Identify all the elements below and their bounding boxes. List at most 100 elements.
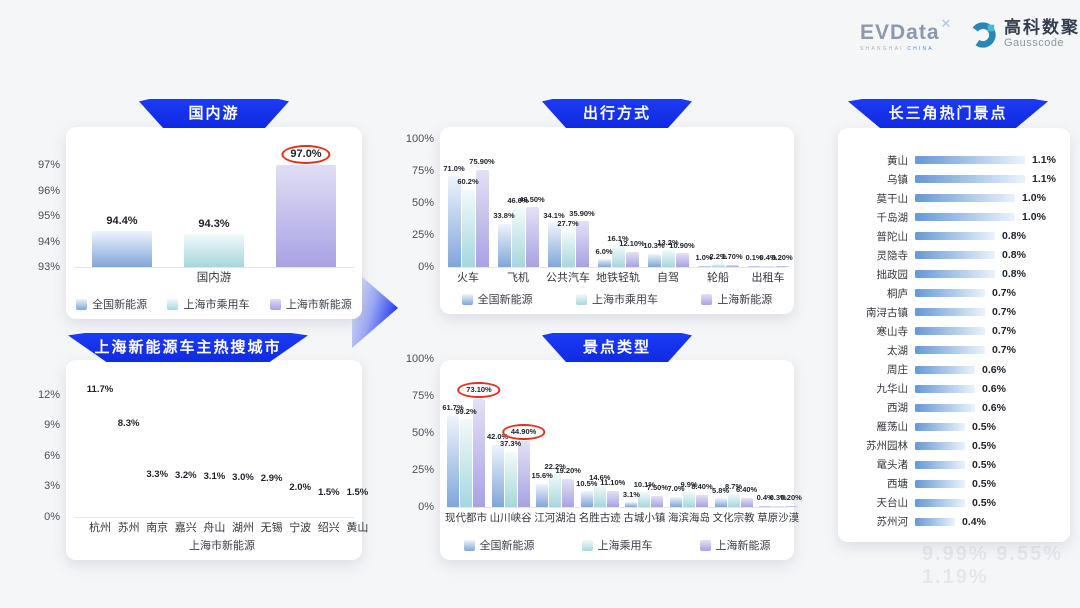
bar [915,517,955,526]
value-label: 10.3% [643,241,665,251]
list-item: 西塘 0.5% [846,478,1064,491]
y-axis-tick: 93% [37,261,60,273]
value-label: 0.7% [992,325,1016,338]
bar [460,419,472,507]
value-label: 0.7% [992,287,1016,300]
value-label: 0.8% [1002,268,1026,281]
value-label: 13.2% [657,237,679,247]
bar [491,444,504,507]
value-label: 73.10% [457,382,501,398]
list-item: 千岛湖 1.0% [846,211,1064,224]
value-label: 1.0% [1022,211,1046,224]
value-label: 97.0% [281,145,331,164]
bar [651,495,664,507]
chart-title: 景点类型 [582,339,651,356]
bar [447,176,461,267]
value-label: 0.20% [771,253,793,262]
attraction-name: 普陀山 [876,230,909,243]
list-item: 苏州河 0.4% [846,516,1064,529]
attraction-name: 雁荡山 [876,421,909,434]
evdata-logo: EVData ✕ SHANGHAI CHINA [860,16,951,52]
bar [725,264,739,267]
legend: 全国新能源 上海市乘用车 上海新能源 [440,291,794,307]
value-label: 7.0% [667,484,685,494]
value-label: 15.6% [531,471,553,481]
category-label: 文化宗教 [712,512,755,524]
bar [511,208,525,267]
bar [504,451,517,507]
bar [915,365,975,374]
category-label: 杭州 [89,522,111,534]
evdata-subtitle: SHANGHAI CHINA [860,46,934,52]
value-label: 37.3% [499,439,522,449]
value-label: 22.2% [544,461,566,471]
bar [561,231,575,267]
legend-item: 全国新能源 [463,537,535,553]
x-axis-labels: 国内游 [66,127,362,319]
attraction-name: 九华山 [876,383,909,396]
value-label: 6.0% [595,246,613,256]
y-axis-tick: 75% [411,165,434,177]
plot-area: 61.7% 59.2% 73.10% 42.0% 37.3% 44.90% 15.6% 22.… [440,360,802,560]
legend-marker-icon [167,298,179,310]
bar [785,505,798,507]
category-label: 黄山 [346,522,369,534]
value-label: 3.2% [174,469,197,481]
value-label: 7.50% [646,483,669,493]
value-label: 0.5% [972,496,996,509]
y-axis-tick: 25% [411,229,434,241]
bar [670,496,682,507]
category-label: 绍兴 [317,522,340,534]
category-label: 现代都市 [445,512,487,524]
category-label: 舟山 [203,522,226,534]
bar [772,505,785,507]
value-label: 11.7% [86,383,114,395]
legend-marker-icon [269,298,281,310]
legend-item: 上海市乘用车 [167,296,249,312]
bar [597,259,611,267]
category-label: 名胜古迹 [578,512,621,524]
value-label: 9.9% [680,479,698,489]
bar [497,223,511,267]
value-label: 0.1% [745,253,763,262]
value-label: 1.5% [317,487,340,499]
x-axis-line [448,267,786,268]
y-axis-tick: 96% [37,184,60,197]
list-item: 灵隐寺 0.8% [846,249,1064,262]
value-label: 2.9% [260,473,283,484]
bar [915,213,1015,222]
category-label: 轮船 [707,272,729,284]
bar [580,491,593,507]
watermark-text: 9.99% 9.55% 1.19% [922,543,1063,588]
value-label: 1.1% [1032,154,1056,166]
bar [517,440,530,507]
attraction-name: 南浔古镇 [866,306,908,319]
bar [915,175,1025,184]
category-label: 嘉兴 [174,522,197,534]
legend: 全国新能源 上海乘用车 上海新能源 [440,537,794,553]
y-axis-tick: 97% [37,159,60,171]
category-label: 南京 [146,522,169,534]
attraction-name: 乌镇 [887,173,908,186]
bar [711,264,725,267]
bar [625,502,638,507]
bar [547,223,561,267]
bar [638,492,651,507]
value-label: 46.0% [507,195,529,205]
value-label: 8.3% [117,418,140,430]
attraction-name: 千岛湖 [876,211,909,224]
legend-marker-icon [575,293,587,305]
value-label: 59.2% [455,406,477,416]
value-label: 2.0% [289,482,312,494]
list-item: 莫干山 1.0% [846,192,1064,205]
chart-travel-modes: 出行方式 0% 25% 50% 75% 100% 71.0% 60.2% 75.90% 33.… [390,96,800,328]
bar [661,250,675,267]
bar [761,265,775,267]
bar [475,169,489,267]
y-axis-tick: 9% [44,419,60,432]
y-axis-tick: 25% [411,464,434,476]
chart-card: 71.0% 60.2% 75.90% 33.8% 46.0% 46.50% 34.1% 27.… [440,127,794,314]
chart-title: 出行方式 [582,105,651,122]
category-label: 无锡 [260,522,283,534]
legend: 全国新能源 上海市乘用车 上海市新能源 [66,296,362,312]
